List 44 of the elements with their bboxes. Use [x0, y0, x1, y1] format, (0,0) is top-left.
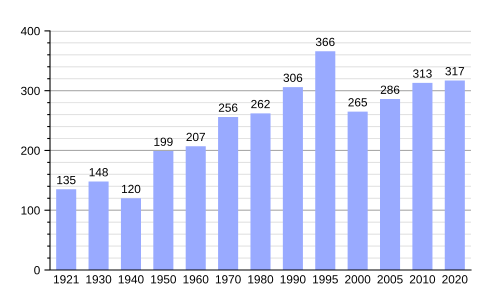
bar [88, 182, 109, 270]
x-tick-label: 2005 [378, 275, 403, 284]
data-label: 265 [348, 98, 368, 106]
data-label: 256 [218, 104, 238, 112]
y-tick-label: 0 [34, 266, 40, 274]
data-label: 135 [57, 176, 76, 184]
data-label: 313 [413, 69, 432, 78]
data-label: 207 [186, 132, 205, 142]
bar [153, 151, 174, 270]
data-label: 317 [445, 67, 464, 76]
y-tick-label: 200 [21, 146, 40, 155]
bar [56, 189, 76, 270]
x-tick-label: 1940 [118, 275, 144, 284]
x-tick-label: 2010 [410, 275, 436, 284]
bar [186, 146, 206, 270]
bar [218, 116, 238, 270]
bar [444, 80, 465, 270]
data-label: 366 [316, 38, 335, 46]
data-label: 286 [380, 86, 400, 94]
bar [380, 99, 400, 270]
x-tick-label: 2000 [345, 275, 370, 284]
data-label: 199 [154, 138, 173, 146]
bar [120, 198, 141, 270]
x-tick-label: 1950 [151, 275, 176, 284]
bar [315, 51, 336, 270]
y-tick-label: 100 [21, 206, 40, 215]
x-tick-label: 1990 [280, 275, 306, 284]
bar [412, 82, 432, 270]
y-tick-label: 400 [20, 26, 40, 36]
x-tick-label: 2020 [442, 275, 468, 284]
x-tick-label: 1980 [248, 275, 274, 284]
x-tick-label: 1930 [86, 275, 112, 284]
x-tick-label: 1921 [54, 275, 79, 284]
data-label: 306 [283, 74, 302, 82]
bar [282, 87, 303, 270]
data-label: 120 [122, 184, 140, 194]
bar [348, 112, 368, 270]
data-label: 148 [90, 168, 108, 176]
data-label: 262 [251, 100, 270, 108]
x-tick-label: 1995 [313, 275, 338, 284]
x-tick-label: 1960 [184, 275, 208, 284]
y-tick-label: 300 [21, 86, 40, 96]
x-tick-label: 1970 [216, 275, 241, 284]
bar [250, 113, 271, 270]
